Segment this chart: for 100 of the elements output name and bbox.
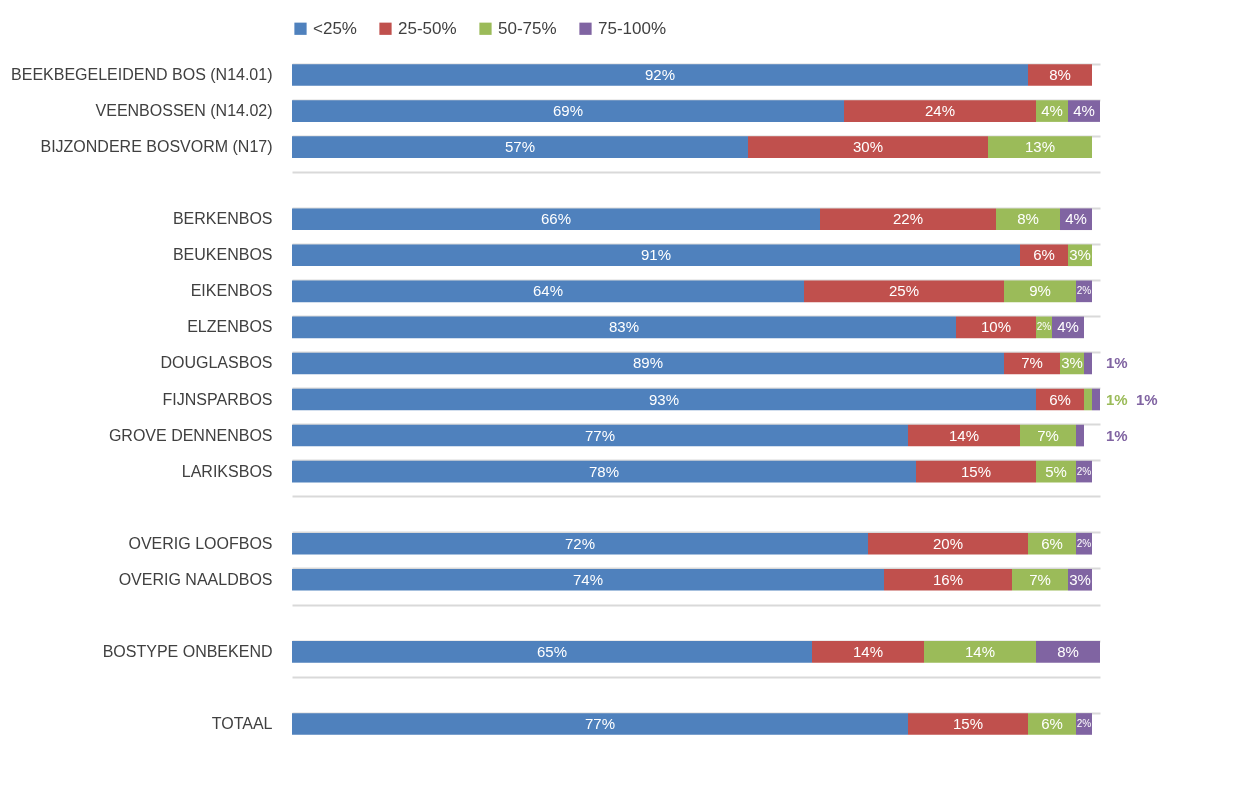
bar [996, 208, 1060, 231]
data-label: 6% [1033, 246, 1055, 264]
y-tick-label: LARIKSBOS [181, 462, 273, 480]
data-label: 65% [536, 642, 568, 660]
data-label: 16% [932, 570, 964, 588]
bar [924, 641, 1036, 663]
y-tick-label: OVERIG LOOFBOS [128, 534, 273, 552]
data-label: 72% [564, 534, 596, 552]
data-label: 77% [584, 426, 616, 444]
y-tick-label: BEUKENBOS [172, 246, 273, 264]
bar [908, 424, 1020, 447]
legend-label: 25-50% [398, 18, 457, 38]
data-label: 22% [892, 210, 924, 228]
data-label: 5% [1045, 462, 1067, 480]
bar [1036, 641, 1100, 663]
bar [1028, 64, 1092, 86]
data-label: 2% [1036, 321, 1052, 333]
y-tick-label: BOSTYPE ONBEKEND [102, 642, 273, 660]
legend-label: <25% [313, 18, 357, 38]
legend-label: 75-100% [598, 18, 667, 38]
data-label: 57% [504, 138, 536, 156]
data-label: 8% [1017, 210, 1039, 228]
bar [292, 532, 868, 555]
bar [1084, 352, 1092, 375]
bar [292, 568, 884, 591]
bar [748, 136, 988, 158]
y-tick-label: BIJZONDERE BOSVORM (N17) [40, 138, 273, 156]
y-tick-label: BEEKBEGELEIDEND BOS (N14.01) [11, 66, 273, 84]
data-label: 7% [1021, 354, 1043, 372]
data-label: 77% [584, 714, 616, 732]
data-label: 66% [540, 210, 572, 228]
bar [1012, 568, 1068, 591]
data-label: 3% [1069, 246, 1091, 264]
bar [916, 460, 1036, 483]
y-tick-label: TOTAAL [211, 714, 273, 732]
data-label: 2% [1076, 465, 1092, 477]
data-label: 1% [1106, 354, 1128, 372]
y-tick-label: BERKENBOS [172, 210, 273, 228]
data-label: 24% [924, 102, 956, 120]
data-label: 6% [1041, 714, 1063, 732]
data-label: 69% [552, 102, 584, 120]
data-label: 4% [1041, 102, 1063, 120]
y-tick-label: VEENBOSSEN (N14.02) [95, 102, 273, 120]
data-label: 2% [1076, 537, 1092, 549]
data-label: 92% [644, 66, 676, 84]
bar [292, 713, 908, 735]
data-label: 1% [1106, 390, 1128, 408]
data-label: 2% [1076, 285, 1092, 297]
bar [908, 713, 1028, 735]
data-label: 6% [1041, 534, 1063, 552]
data-label: 14% [948, 426, 980, 444]
bar [292, 208, 820, 231]
data-label: 4% [1073, 102, 1095, 120]
data-label: 9% [1029, 282, 1051, 300]
bar [988, 136, 1092, 158]
data-label: 1% [1136, 390, 1158, 408]
bar [292, 460, 916, 483]
bar [292, 641, 812, 663]
data-label: 93% [648, 390, 680, 408]
data-label: 8% [1057, 642, 1079, 660]
bar [292, 244, 1020, 267]
y-tick-label: ELZENBOS [187, 318, 273, 336]
data-label: 64% [532, 282, 564, 300]
y-tick-label: FIJNSPARBOS [162, 390, 273, 408]
bar [1084, 388, 1092, 411]
bar [292, 280, 804, 303]
data-label: 15% [960, 462, 992, 480]
bar [820, 208, 996, 231]
bar [1092, 388, 1100, 411]
data-label: 2% [1076, 717, 1092, 729]
bar [844, 100, 1036, 122]
y-tick-label: OVERIG NAALDBOS [118, 570, 273, 588]
bar [292, 316, 956, 339]
bar [868, 532, 1028, 555]
data-label: 15% [952, 714, 984, 732]
bar [884, 568, 1012, 591]
data-label: 7% [1037, 426, 1059, 444]
bar [292, 352, 1004, 375]
data-label: 8% [1049, 66, 1071, 84]
data-label: 14% [852, 642, 884, 660]
data-label: 91% [640, 246, 672, 264]
data-label: 6% [1049, 390, 1071, 408]
bar [292, 136, 748, 158]
data-label: 74% [572, 570, 604, 588]
data-label: 3% [1061, 354, 1083, 372]
y-tick-label: DOUGLASBOS [160, 354, 273, 372]
y-tick-label: EIKENBOS [190, 282, 273, 300]
data-label: 83% [608, 318, 640, 336]
bar [292, 64, 1028, 86]
data-label: 14% [964, 642, 996, 660]
data-label: 10% [980, 318, 1012, 336]
bar [292, 100, 844, 122]
data-label: 4% [1057, 318, 1079, 336]
data-label: 3% [1069, 570, 1091, 588]
data-label: 30% [852, 138, 884, 156]
data-label: 4% [1065, 210, 1087, 228]
data-label: 7% [1029, 570, 1051, 588]
data-label: 78% [588, 462, 620, 480]
bar [1076, 424, 1084, 447]
data-label: 1% [1106, 426, 1128, 444]
